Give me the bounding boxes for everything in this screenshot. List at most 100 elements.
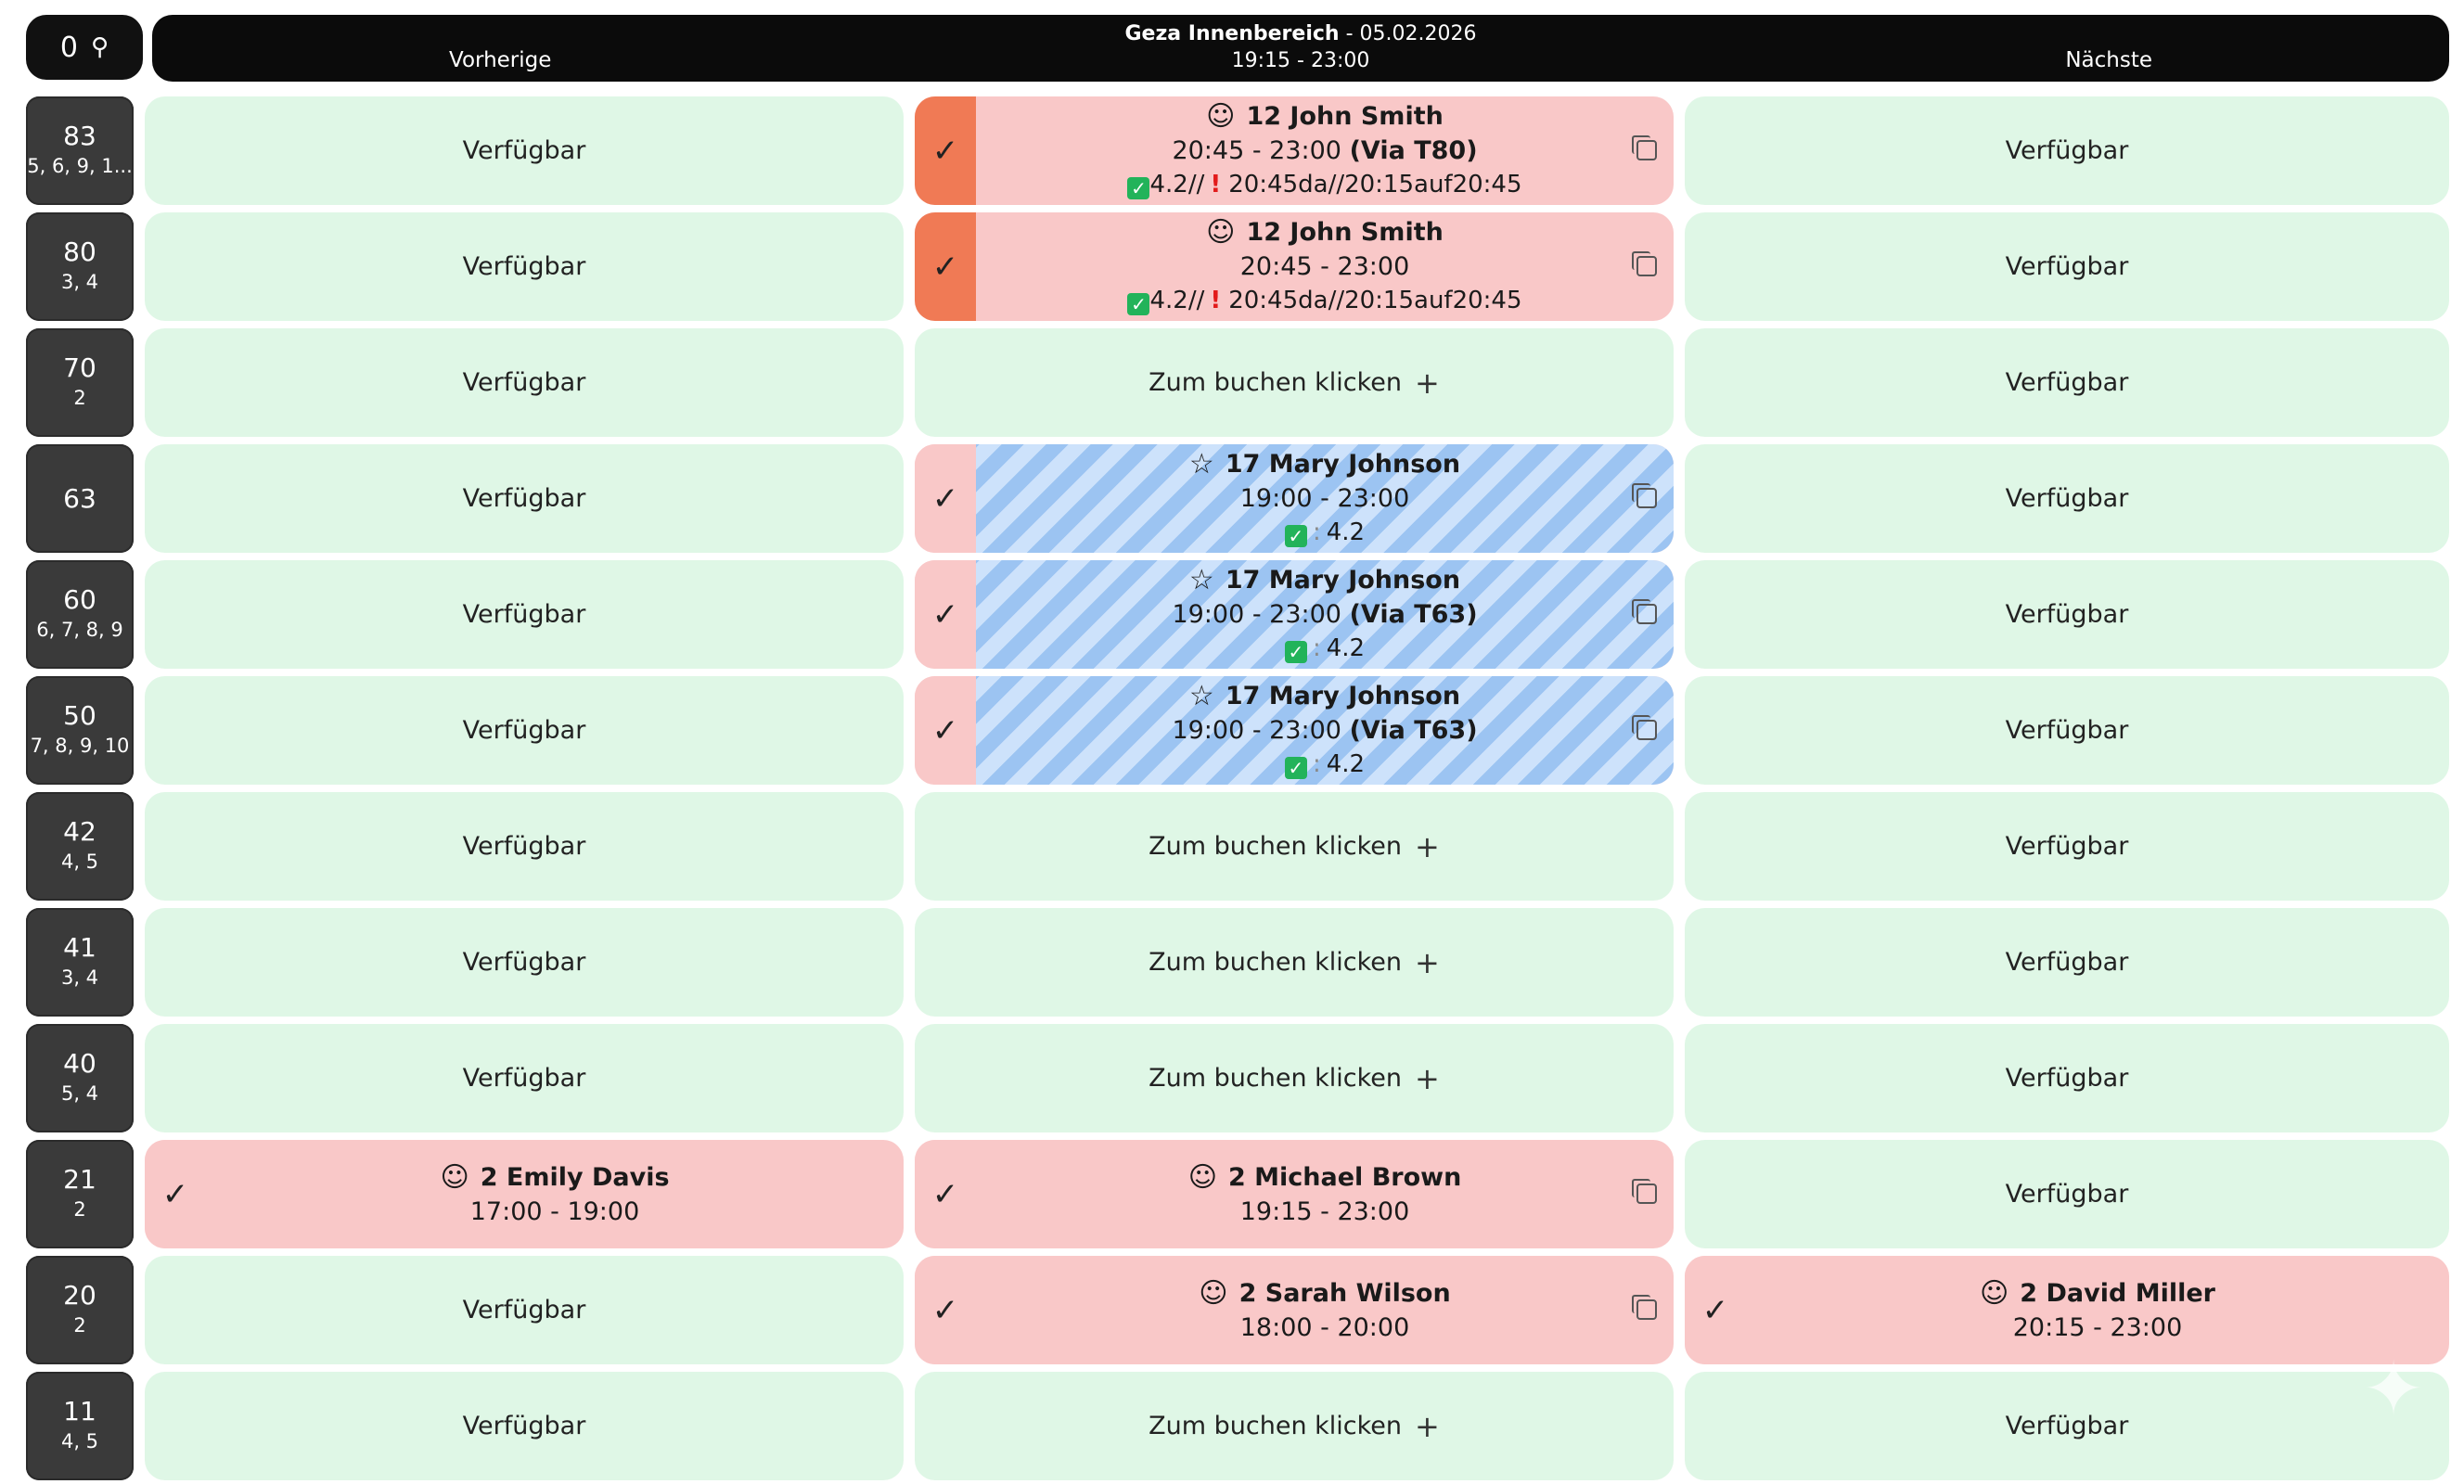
copy-icon[interactable] (1632, 251, 1657, 276)
booking-card[interactable]: ✓ ☆ 17 Mary Johnson 19:00 - 23:00 (Via T6… (915, 676, 1674, 785)
slot-previous[interactable]: Verfügbar (145, 792, 904, 901)
table-row: 70 2 Verfügbar Zum buchen klicken + Verfüg… (0, 328, 2464, 437)
copy-icon[interactable] (1632, 483, 1657, 508)
copy-icon[interactable] (1632, 715, 1657, 740)
note-text: 4.2 (1326, 750, 1366, 778)
divider-icon: : (1312, 518, 1321, 546)
copy-icon[interactable] (1632, 1179, 1657, 1204)
slot-next[interactable]: Verfügbar (1685, 1372, 2449, 1480)
table-row: 63 Verfügbar ✓ ☆ 17 Mary Johnson 19:00 - … (0, 444, 2464, 553)
table-number[interactable]: 70 2 (26, 328, 134, 437)
vip-pattern (976, 676, 1674, 785)
check-icon[interactable]: ✓ (145, 1140, 206, 1248)
table-number[interactable]: 41 3, 4 (26, 908, 134, 1017)
slot-next[interactable]: Verfügbar (1685, 328, 2449, 437)
checkbox-icon: ✓ (1284, 525, 1307, 547)
vip-pattern (976, 560, 1674, 669)
slot-previous[interactable]: Verfügbar (145, 96, 904, 205)
divider-icon: : (1312, 750, 1321, 778)
slot-previous[interactable]: Verfügbar (145, 328, 904, 437)
slot-next[interactable]: Verfügbar (1685, 676, 2449, 785)
book-slot-button[interactable]: Zum buchen klicken + (915, 1024, 1674, 1132)
table-number[interactable]: 40 5, 4 (26, 1024, 134, 1132)
slot-next[interactable]: Verfügbar (1685, 1024, 2449, 1132)
person-icon: ☺ (1980, 1276, 2009, 1310)
slot-previous[interactable]: Verfügbar (145, 1256, 904, 1364)
book-slot-button[interactable]: Zum buchen klicken + (915, 792, 1674, 901)
slot-previous[interactable]: Verfügbar (145, 560, 904, 669)
book-slot-button[interactable]: Zum buchen klicken + (915, 328, 1674, 437)
copy-icon[interactable] (1632, 135, 1657, 160)
table-number[interactable]: 11 4, 5 (26, 1372, 134, 1480)
guest-count: 0 (59, 31, 79, 64)
table-row: 83 5, 6, 9, 1... Verfügbar ✓ ☺ 12 John Smi… (0, 96, 2464, 205)
guest-name: 12 John Smith (1246, 218, 1444, 247)
copy-icon[interactable] (1632, 1295, 1657, 1320)
free-label: Verfügbar (2005, 600, 2129, 629)
free-label: Verfügbar (462, 1296, 586, 1324)
table-number[interactable]: 42 4, 5 (26, 792, 134, 901)
slot-previous[interactable]: Verfügbar (145, 676, 904, 785)
search-people-icon[interactable]: ⚲ (91, 33, 109, 61)
slot-previous[interactable]: Verfügbar (145, 444, 904, 553)
check-icon[interactable]: ✓ (915, 212, 976, 321)
note-text: 20:45da//20:15auf20:45 (1228, 287, 1522, 314)
book-label: Zum buchen klicken (1149, 832, 1403, 861)
check-icon[interactable]: ✓ (1685, 1256, 1746, 1364)
slot-next[interactable]: Verfügbar (1685, 212, 2449, 321)
book-label: Zum buchen klicken (1149, 368, 1403, 397)
slot-previous[interactable]: Verfügbar (145, 1372, 904, 1480)
checkbox-icon: ✓ (1127, 293, 1150, 315)
booking-card[interactable]: ✓ ☺ 12 John Smith 20:45 - 23:00 ✓ 4.2//! 20… (915, 212, 1674, 321)
booking-card[interactable]: ✓ ☺ 2 Sarah Wilson 18:00 - 20:00 (915, 1256, 1674, 1364)
table-number[interactable]: 50 7, 8, 9, 10 (26, 676, 134, 785)
check-icon[interactable]: ✓ (915, 96, 976, 205)
table-number[interactable]: 83 5, 6, 9, 1... (26, 96, 134, 205)
free-label: Verfügbar (462, 1064, 586, 1093)
slot-next[interactable]: Verfügbar (1685, 792, 2449, 901)
note-text: 4.2 (1326, 518, 1366, 546)
slot-next[interactable]: Verfügbar (1685, 908, 2449, 1017)
via-table: (Via T63) (1349, 600, 1478, 629)
slot-previous[interactable]: Verfügbar (145, 1024, 904, 1132)
booking-time: 19:00 - 23:00 (1239, 484, 1410, 513)
previous-button[interactable]: Vorherige (449, 48, 552, 72)
booking-card[interactable]: ✓ ☆ 17 Mary Johnson 19:00 - 23:00 ✓:4.2 (915, 444, 1674, 553)
table-row: 11 4, 5 Verfügbar Zum buchen klicken + Ver… (0, 1372, 2464, 1480)
book-slot-button[interactable]: Zum buchen klicken + (915, 908, 1674, 1017)
guest-counter[interactable]: 0 ⚲ (26, 15, 143, 80)
free-label: Verfügbar (2005, 1064, 2129, 1093)
slot-next[interactable]: Verfügbar (1685, 444, 2449, 553)
slot-next[interactable]: Verfügbar (1685, 1140, 2449, 1248)
free-label: Verfügbar (2005, 716, 2129, 745)
booking-card[interactable]: ✓ ☺ 2 David Miller 20:15 - 23:00 (1685, 1256, 2449, 1364)
booking-card[interactable]: ✓ ☺ 12 John Smith 20:45 - 23:00 (Via T80)… (915, 96, 1674, 205)
next-button[interactable]: Nächste (2065, 48, 2152, 72)
slot-previous[interactable]: Verfügbar (145, 908, 904, 1017)
copy-icon[interactable] (1632, 599, 1657, 624)
slot-next[interactable]: Verfügbar (1685, 96, 2449, 205)
free-label: Verfügbar (2005, 368, 2129, 397)
free-label: Verfügbar (2005, 948, 2129, 977)
check-icon[interactable]: ✓ (915, 560, 976, 669)
table-row: 20 2 Verfügbar ✓ ☺ 2 Sarah Wilson 18:00 - … (0, 1256, 2464, 1364)
table-number[interactable]: 60 6, 7, 8, 9 (26, 560, 134, 669)
table-row: 41 3, 4 Verfügbar Zum buchen klicken + Ver… (0, 908, 2464, 1017)
table-number[interactable]: 63 (26, 444, 134, 553)
check-icon[interactable]: ✓ (915, 1256, 976, 1364)
booking-time: 17:00 - 19:00 (469, 1196, 640, 1226)
slot-previous[interactable]: Verfügbar (145, 212, 904, 321)
table-number[interactable]: 80 3, 4 (26, 212, 134, 321)
booking-card[interactable]: ✓ ☆ 17 Mary Johnson 19:00 - 23:00 (Via T6… (915, 560, 1674, 669)
booking-time: 20:45 - 23:00 (1239, 252, 1410, 281)
booking-card[interactable]: ✓ ☺ 2 Emily Davis 17:00 - 19:00 (145, 1140, 904, 1248)
booking-card[interactable]: ✓ ☺ 2 Michael Brown 19:15 - 23:00 (915, 1140, 1674, 1248)
check-icon[interactable]: ✓ (915, 444, 976, 553)
note-prefix: 4.2// (1149, 171, 1205, 198)
table-number[interactable]: 20 2 (26, 1256, 134, 1364)
check-icon[interactable]: ✓ (915, 1140, 976, 1248)
check-icon[interactable]: ✓ (915, 676, 976, 785)
book-slot-button[interactable]: Zum buchen klicken + (915, 1372, 1674, 1480)
slot-next[interactable]: Verfügbar (1685, 560, 2449, 669)
table-number[interactable]: 21 2 (26, 1140, 134, 1248)
